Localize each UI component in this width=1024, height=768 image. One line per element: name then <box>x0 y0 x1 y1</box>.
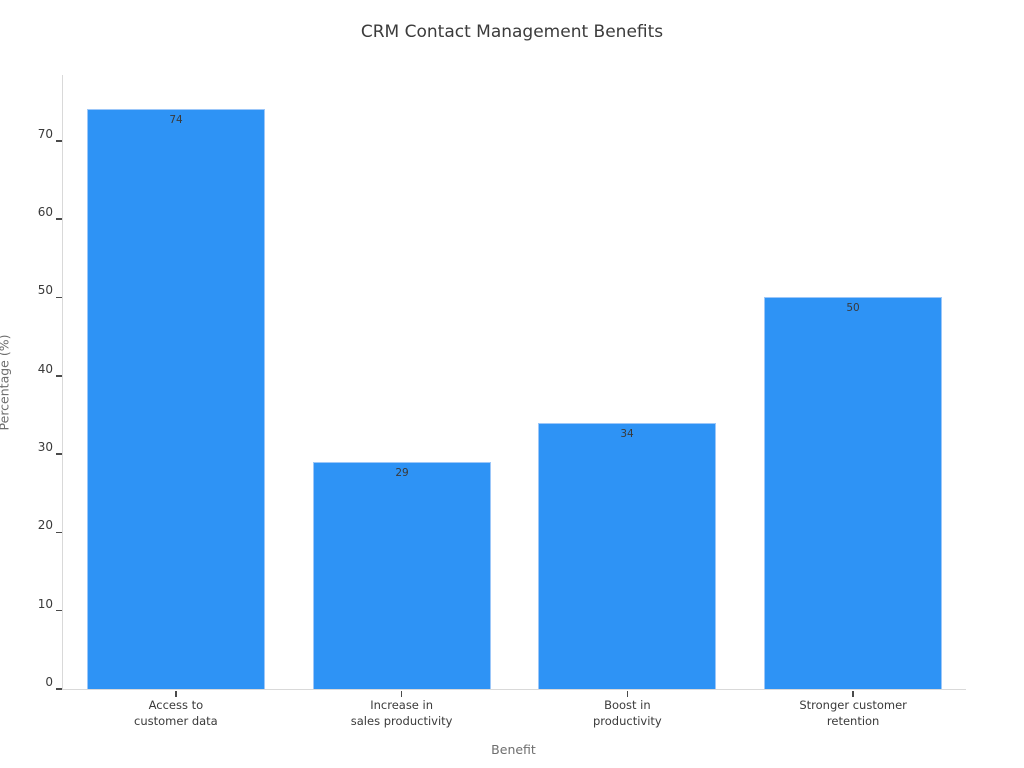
bar-value-label: 29 <box>395 467 409 479</box>
y-tick-label: 70 <box>37 126 53 141</box>
y-tick <box>56 609 62 612</box>
y-tick-label: 50 <box>37 283 53 298</box>
bar: 74 <box>87 109 265 689</box>
y-tick-label: 10 <box>37 596 53 611</box>
x-category-label: Access to customer data <box>134 698 218 728</box>
x-tick <box>626 691 629 697</box>
chart-title: CRM Contact Management Benefits <box>360 22 664 42</box>
plot-area: 0 10 20 30 40 50 60 70 74 Access to customer data 2… <box>38 75 966 728</box>
bar: 50 <box>764 297 942 689</box>
x-category-label: Stronger customer retention <box>799 698 907 728</box>
x-tick <box>852 691 854 697</box>
x-tick <box>175 691 177 697</box>
bar-value-label: 74 <box>169 114 183 126</box>
y-tick-label: 20 <box>37 518 53 533</box>
y-tick <box>56 218 62 220</box>
y-tick-label: 0 <box>45 675 53 689</box>
y-tick <box>56 140 62 142</box>
y-tick <box>56 375 62 377</box>
x-category-label: Increase in sales productivity <box>350 698 453 728</box>
y-tick <box>56 531 62 534</box>
x-category-label: Boost in productivity <box>593 698 662 728</box>
y-tick-label: 40 <box>37 361 53 376</box>
y-tick <box>56 688 62 690</box>
bar: 29 <box>313 462 491 689</box>
x-tick <box>400 691 403 697</box>
y-tick-label: 30 <box>37 440 53 455</box>
y-axis-title: Percentage (%) <box>0 334 12 431</box>
y-tick-label: 60 <box>37 205 53 220</box>
y-tick <box>56 453 62 455</box>
bar-value-label: 50 <box>846 302 860 314</box>
x-axis-title: Benefit <box>491 742 536 757</box>
y-tick <box>56 296 62 299</box>
bar: 34 <box>538 423 716 689</box>
bar-value-label: 34 <box>620 428 634 440</box>
